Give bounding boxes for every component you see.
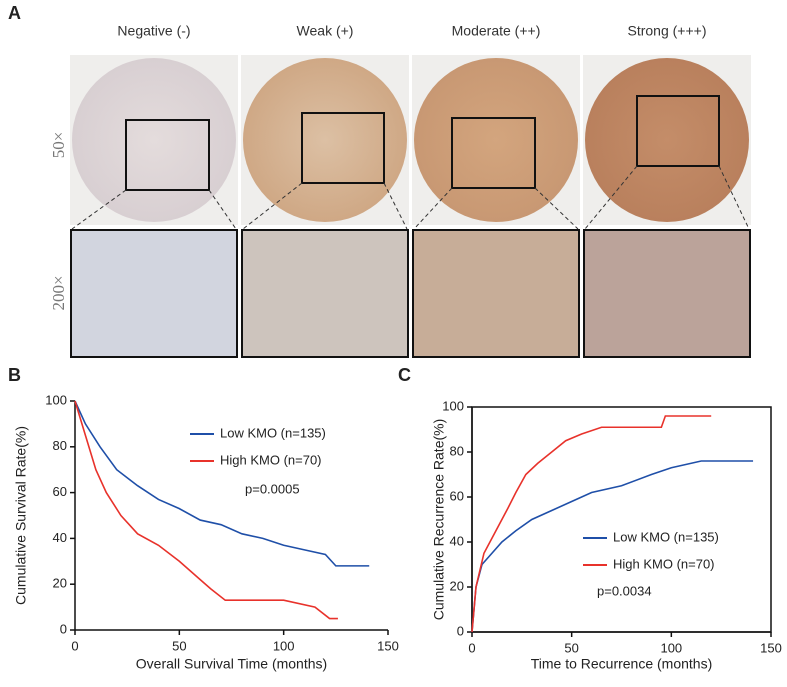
zoom-box: [301, 112, 385, 184]
zoom-line: [208, 189, 237, 230]
column-header: Strong (+++): [628, 23, 707, 39]
zoom-line: [413, 187, 453, 230]
y-tick-label: 20: [53, 576, 67, 591]
legend-label: Low KMO (n=135): [220, 425, 326, 440]
panel-label: A: [8, 3, 21, 23]
x-tick-label: 50: [172, 638, 186, 653]
y-tick-label: 40: [450, 533, 464, 548]
legend-label: Low KMO (n=135): [613, 529, 719, 544]
column-header: Negative (-): [117, 23, 190, 39]
row-label: 200×: [49, 275, 68, 310]
y-tick-label: 60: [53, 484, 67, 499]
survival-curve: [471, 415, 712, 633]
zoom-line: [718, 165, 750, 230]
legend-label: High KMO (n=70): [613, 556, 715, 571]
y-tick-label: 0: [60, 621, 67, 636]
zoom-box: [636, 95, 720, 167]
tma-core: [72, 58, 236, 222]
micrograph: [412, 229, 580, 358]
zoom-line: [383, 182, 408, 230]
column-header: Moderate (++): [452, 23, 541, 39]
y-tick-label: 100: [442, 398, 464, 413]
panel-label: B: [8, 365, 21, 385]
y-tick-label: 100: [45, 392, 67, 407]
survival-curve: [74, 400, 338, 620]
y-axis-label: Cumulative Survival Rate(%): [13, 426, 29, 605]
annotation: p=0.0034: [597, 583, 652, 598]
x-tick-label: 50: [564, 640, 578, 655]
x-tick-label: 0: [71, 638, 78, 653]
y-tick-label: 40: [53, 530, 67, 545]
zoom-line: [534, 187, 579, 230]
tma-core: [585, 58, 749, 222]
panel-a: Negative (-) Weak (+) Moderate (++) Strong …: [49, 23, 751, 358]
x-tick-label: 100: [660, 640, 682, 655]
micrograph: [241, 229, 409, 358]
zoom-box: [451, 117, 536, 189]
y-tick-label: 80: [450, 443, 464, 458]
x-axis-label: Time to Recurrence (months): [531, 656, 713, 672]
y-tick-label: 0: [457, 623, 464, 638]
x-tick-label: 0: [468, 640, 475, 655]
y-tick-label: 80: [53, 438, 67, 453]
micrograph: [70, 229, 238, 358]
tma-core: [243, 58, 407, 222]
legend-label: High KMO (n=70): [220, 452, 322, 467]
tma-core: [414, 58, 578, 222]
panel-label: C: [398, 365, 411, 385]
survival-curve: [471, 460, 754, 633]
row-label: 50×: [49, 132, 68, 159]
x-tick-label: 150: [377, 638, 399, 653]
micrograph: [583, 229, 751, 358]
x-tick-label: 150: [760, 640, 782, 655]
y-tick-label: 20: [450, 578, 464, 593]
y-axis-label: Cumulative Recurrence Rate(%): [431, 419, 447, 621]
zoom-line: [242, 182, 303, 230]
zoom-box: [125, 119, 210, 191]
x-axis-label: Overall Survival Time (months): [136, 656, 327, 672]
annotation: p=0.0005: [245, 481, 300, 496]
survival-curve: [74, 400, 370, 567]
column-header: Weak (+): [297, 23, 354, 39]
x-tick-label: 100: [273, 638, 295, 653]
y-tick-label: 60: [450, 488, 464, 503]
